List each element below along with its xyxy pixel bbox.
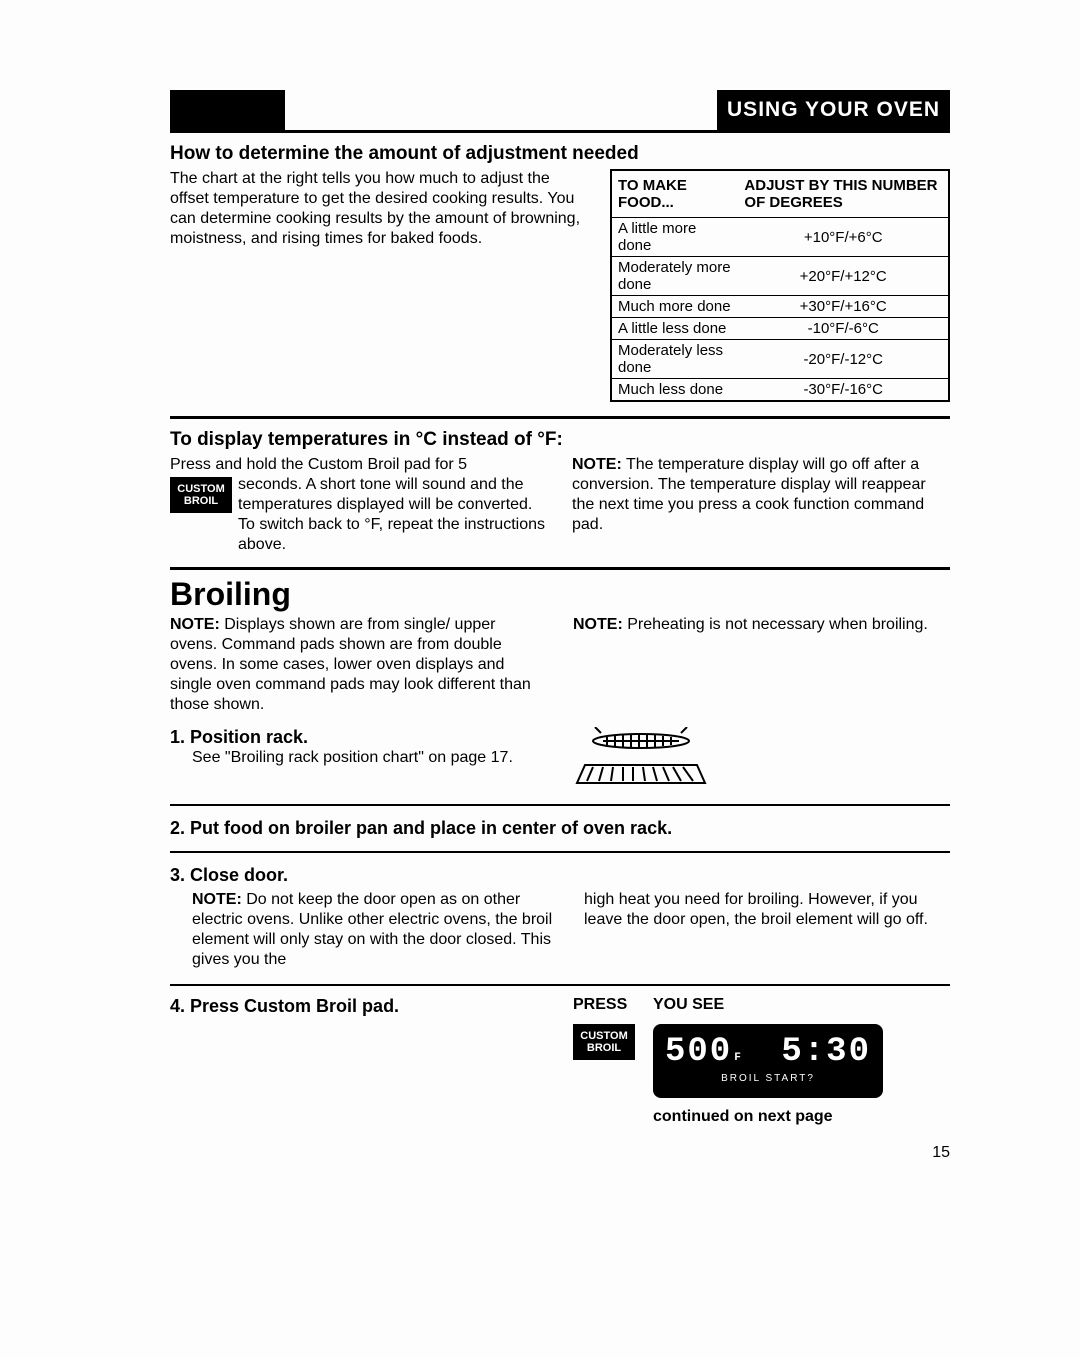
section2-right: NOTE: The temperature display will go of… <box>572 455 950 555</box>
press-column: PRESS CUSTOM BROIL <box>573 996 635 1060</box>
pad-line2: BROIL <box>184 495 218 507</box>
divider <box>170 851 950 853</box>
divider <box>170 567 950 570</box>
table-row: A little less done-10°F/-6°C <box>611 318 949 340</box>
step3-right: high heat you need for broiling. However… <box>584 890 950 970</box>
custom-broil-pad[interactable]: CUSTOM BROIL <box>170 477 232 513</box>
step1-left: 1. Position rack. See "Broiling rack pos… <box>170 727 547 794</box>
broiling-note1: NOTE: Displays shown are from single/ up… <box>170 615 547 715</box>
step1-row: 1. Position rack. See "Broiling rack pos… <box>170 727 950 794</box>
section1-body: The chart at the right tells you how muc… <box>170 169 950 402</box>
divider <box>170 804 950 806</box>
divider <box>170 984 950 986</box>
page-number: 15 <box>170 1144 950 1162</box>
step3-left: NOTE: Do not keep the door open as on ot… <box>192 890 558 970</box>
section2-left: Press and hold the Custom Broil pad for … <box>170 455 548 555</box>
table-row: Much more done+30°F/+16°C <box>611 296 949 318</box>
step4-left: 4. Press Custom Broil pad. <box>170 996 547 1126</box>
display-readout: 500F 5:30 <box>665 1030 871 1071</box>
pad-and-text: CUSTOM BROIL seconds. A short tone will … <box>170 475 548 555</box>
adjust-table-wrap: TO MAKE FOOD... ADJUST BY THIS NUMBER OF… <box>610 169 950 402</box>
step2-title: 2. Put food on broiler pan and place in … <box>170 818 950 839</box>
display-sub: BROIL START? <box>665 1073 871 1084</box>
manual-page: USING YOUR OVEN How to determine the amo… <box>0 0 1080 1359</box>
divider <box>170 130 950 133</box>
section1-intro: The chart at the right tells you how muc… <box>170 169 586 402</box>
step1-body: See "Broiling rack position chart" on pa… <box>192 748 547 768</box>
press-you-see: PRESS CUSTOM BROIL YOU SEE 500F 5:30 <box>573 996 950 1126</box>
section2-body: Press and hold the Custom Broil pad for … <box>170 455 950 555</box>
section2-note: The temperature display will go off afte… <box>572 456 926 533</box>
you-see-column: YOU SEE 500F 5:30 BROIL START? continued… <box>653 996 883 1126</box>
note2-text: Preheating is not necessary when broilin… <box>627 616 928 633</box>
table-col1: TO MAKE FOOD... <box>611 170 738 218</box>
broiling-notes: NOTE: Displays shown are from single/ up… <box>170 615 950 715</box>
continued-text: continued on next page <box>653 1108 883 1126</box>
header-row: USING YOUR OVEN <box>170 90 950 130</box>
adjust-table: TO MAKE FOOD... ADJUST BY THIS NUMBER OF… <box>610 169 950 402</box>
you-see-label: YOU SEE <box>653 996 883 1014</box>
display-temp: 500 <box>665 1033 732 1071</box>
section2-lead: Press and hold the Custom Broil pad for … <box>170 455 548 475</box>
display-time: 5:30 <box>781 1033 871 1071</box>
table-row: Moderately more done+20°F/+12°C <box>611 257 949 296</box>
step3-body: NOTE: Do not keep the door open as on ot… <box>192 890 950 970</box>
note-label: NOTE: <box>192 891 242 908</box>
note-label: NOTE: <box>170 616 220 633</box>
header-decoration <box>170 90 285 130</box>
step1-title: 1. Position rack. <box>170 727 547 748</box>
pad-line1: CUSTOM <box>580 1030 627 1042</box>
divider <box>170 416 950 419</box>
note1-text: Displays shown are from single/ upper ov… <box>170 616 531 713</box>
table-row: Much less done-30°F/-16°C <box>611 379 949 402</box>
broiling-title: Broiling <box>170 576 950 613</box>
note-label: NOTE: <box>572 456 622 473</box>
table-row: A little more done+10°F/+6°C <box>611 218 949 257</box>
broiling-note2: NOTE: Preheating is not necessary when b… <box>573 615 950 715</box>
display-unit: F <box>734 1052 743 1064</box>
pad-line2: BROIL <box>587 1042 621 1054</box>
header-title: USING YOUR OVEN <box>717 90 950 130</box>
step4-title: 4. Press Custom Broil pad. <box>170 996 547 1017</box>
step4-right: PRESS CUSTOM BROIL YOU SEE 500F 5:30 <box>573 996 950 1126</box>
oven-display: 500F 5:30 BROIL START? <box>653 1024 883 1098</box>
press-label: PRESS <box>573 996 635 1014</box>
step3-title: 3. Close door. <box>170 865 950 886</box>
pad-line1: CUSTOM <box>177 483 224 495</box>
broil-rack-illustration <box>573 727 950 794</box>
table-col2: ADJUST BY THIS NUMBER OF DEGREES <box>738 170 949 218</box>
step3-left-text: Do not keep the door open as on other el… <box>192 891 552 968</box>
section2-body-text: seconds. A short tone will sound and the… <box>238 475 548 555</box>
note-label: NOTE: <box>573 616 623 633</box>
section2-heading: To display temperatures in °C instead of… <box>170 429 950 451</box>
table-row: Moderately less done-20°F/-12°C <box>611 340 949 379</box>
custom-broil-pad[interactable]: CUSTOM BROIL <box>573 1024 635 1060</box>
step4-row: 4. Press Custom Broil pad. PRESS CUSTOM … <box>170 996 950 1126</box>
section1-heading: How to determine the amount of adjustmen… <box>170 143 950 165</box>
